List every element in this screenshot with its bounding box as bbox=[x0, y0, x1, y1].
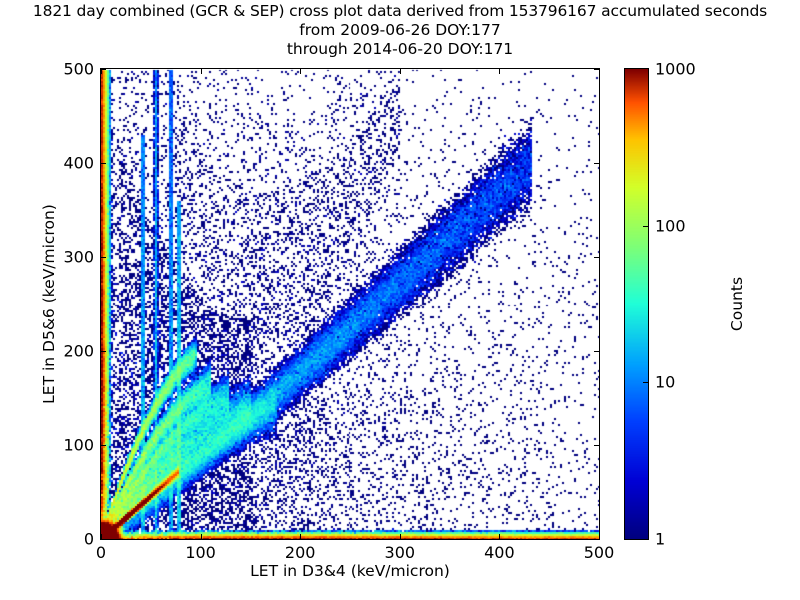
title-line-1: 1821 day combined (GCR & SEP) cross plot… bbox=[32, 2, 768, 20]
y-tick-label: 100 bbox=[63, 435, 94, 455]
x-tick-label: 100 bbox=[185, 543, 216, 562]
y-tick-mark bbox=[594, 445, 599, 446]
y-tick-mark bbox=[594, 351, 599, 352]
density-heatmap bbox=[101, 69, 599, 539]
x-tick-label: 0 bbox=[95, 543, 107, 562]
x-tick-label: 300 bbox=[384, 543, 416, 562]
x-tick-mark bbox=[499, 69, 500, 74]
y-tick-mark bbox=[101, 163, 106, 164]
y-tick-mark bbox=[101, 69, 106, 70]
y-tick-mark bbox=[101, 257, 106, 258]
colorbar-tick-mark bbox=[643, 382, 648, 383]
colorbar-gradient bbox=[625, 69, 648, 539]
x-tick-mark bbox=[400, 534, 401, 539]
colorbar-tick-label: 10 bbox=[655, 372, 676, 392]
y-tick-mark bbox=[101, 539, 106, 540]
x-tick-mark bbox=[599, 534, 600, 539]
x-tick-label: 400 bbox=[484, 543, 515, 562]
y-tick-label: 300 bbox=[63, 247, 94, 267]
x-tick-mark bbox=[499, 534, 500, 539]
x-tick-mark bbox=[400, 69, 401, 74]
y-tick-mark bbox=[594, 539, 599, 540]
y-tick-mark bbox=[594, 257, 599, 258]
x-axis-label: LET in D3&4 (keV/micron) bbox=[250, 562, 450, 580]
x-tick-mark bbox=[300, 69, 301, 74]
y-tick-mark bbox=[594, 69, 599, 70]
figure-title: 1821 day combined (GCR & SEP) cross plot… bbox=[0, 2, 800, 59]
colorbar-tick-label: 1 bbox=[655, 529, 666, 549]
plot-axes bbox=[100, 68, 600, 540]
colorbar-tick-label: 100 bbox=[655, 216, 686, 236]
x-tick-label: 200 bbox=[284, 543, 316, 562]
y-tick-label: 500 bbox=[63, 59, 94, 79]
x-tick-mark bbox=[201, 69, 202, 74]
colorbar-tick-mark bbox=[643, 226, 648, 227]
y-tick-mark bbox=[594, 163, 599, 164]
y-tick-mark bbox=[101, 351, 106, 352]
y-tick-label: 400 bbox=[63, 153, 94, 173]
colorbar bbox=[624, 68, 649, 540]
y-tick-mark bbox=[101, 445, 106, 446]
x-tick-mark bbox=[201, 534, 202, 539]
title-line-3: through 2014-06-20 DOY:171 bbox=[286, 40, 514, 58]
title-line-2: from 2009-06-26 DOY:177 bbox=[299, 21, 501, 39]
x-tick-label: 500 bbox=[583, 543, 615, 562]
y-tick-label: 200 bbox=[63, 341, 94, 361]
y-tick-label: 0 bbox=[83, 529, 94, 549]
y-axis-label: LET in D5&6 (keV/micron) bbox=[40, 204, 58, 404]
x-tick-mark bbox=[101, 534, 102, 539]
x-tick-mark bbox=[599, 69, 600, 74]
colorbar-tick-label: 1000 bbox=[655, 59, 696, 79]
colorbar-label: Counts bbox=[728, 276, 746, 332]
x-tick-mark bbox=[101, 69, 102, 74]
x-tick-mark bbox=[300, 534, 301, 539]
